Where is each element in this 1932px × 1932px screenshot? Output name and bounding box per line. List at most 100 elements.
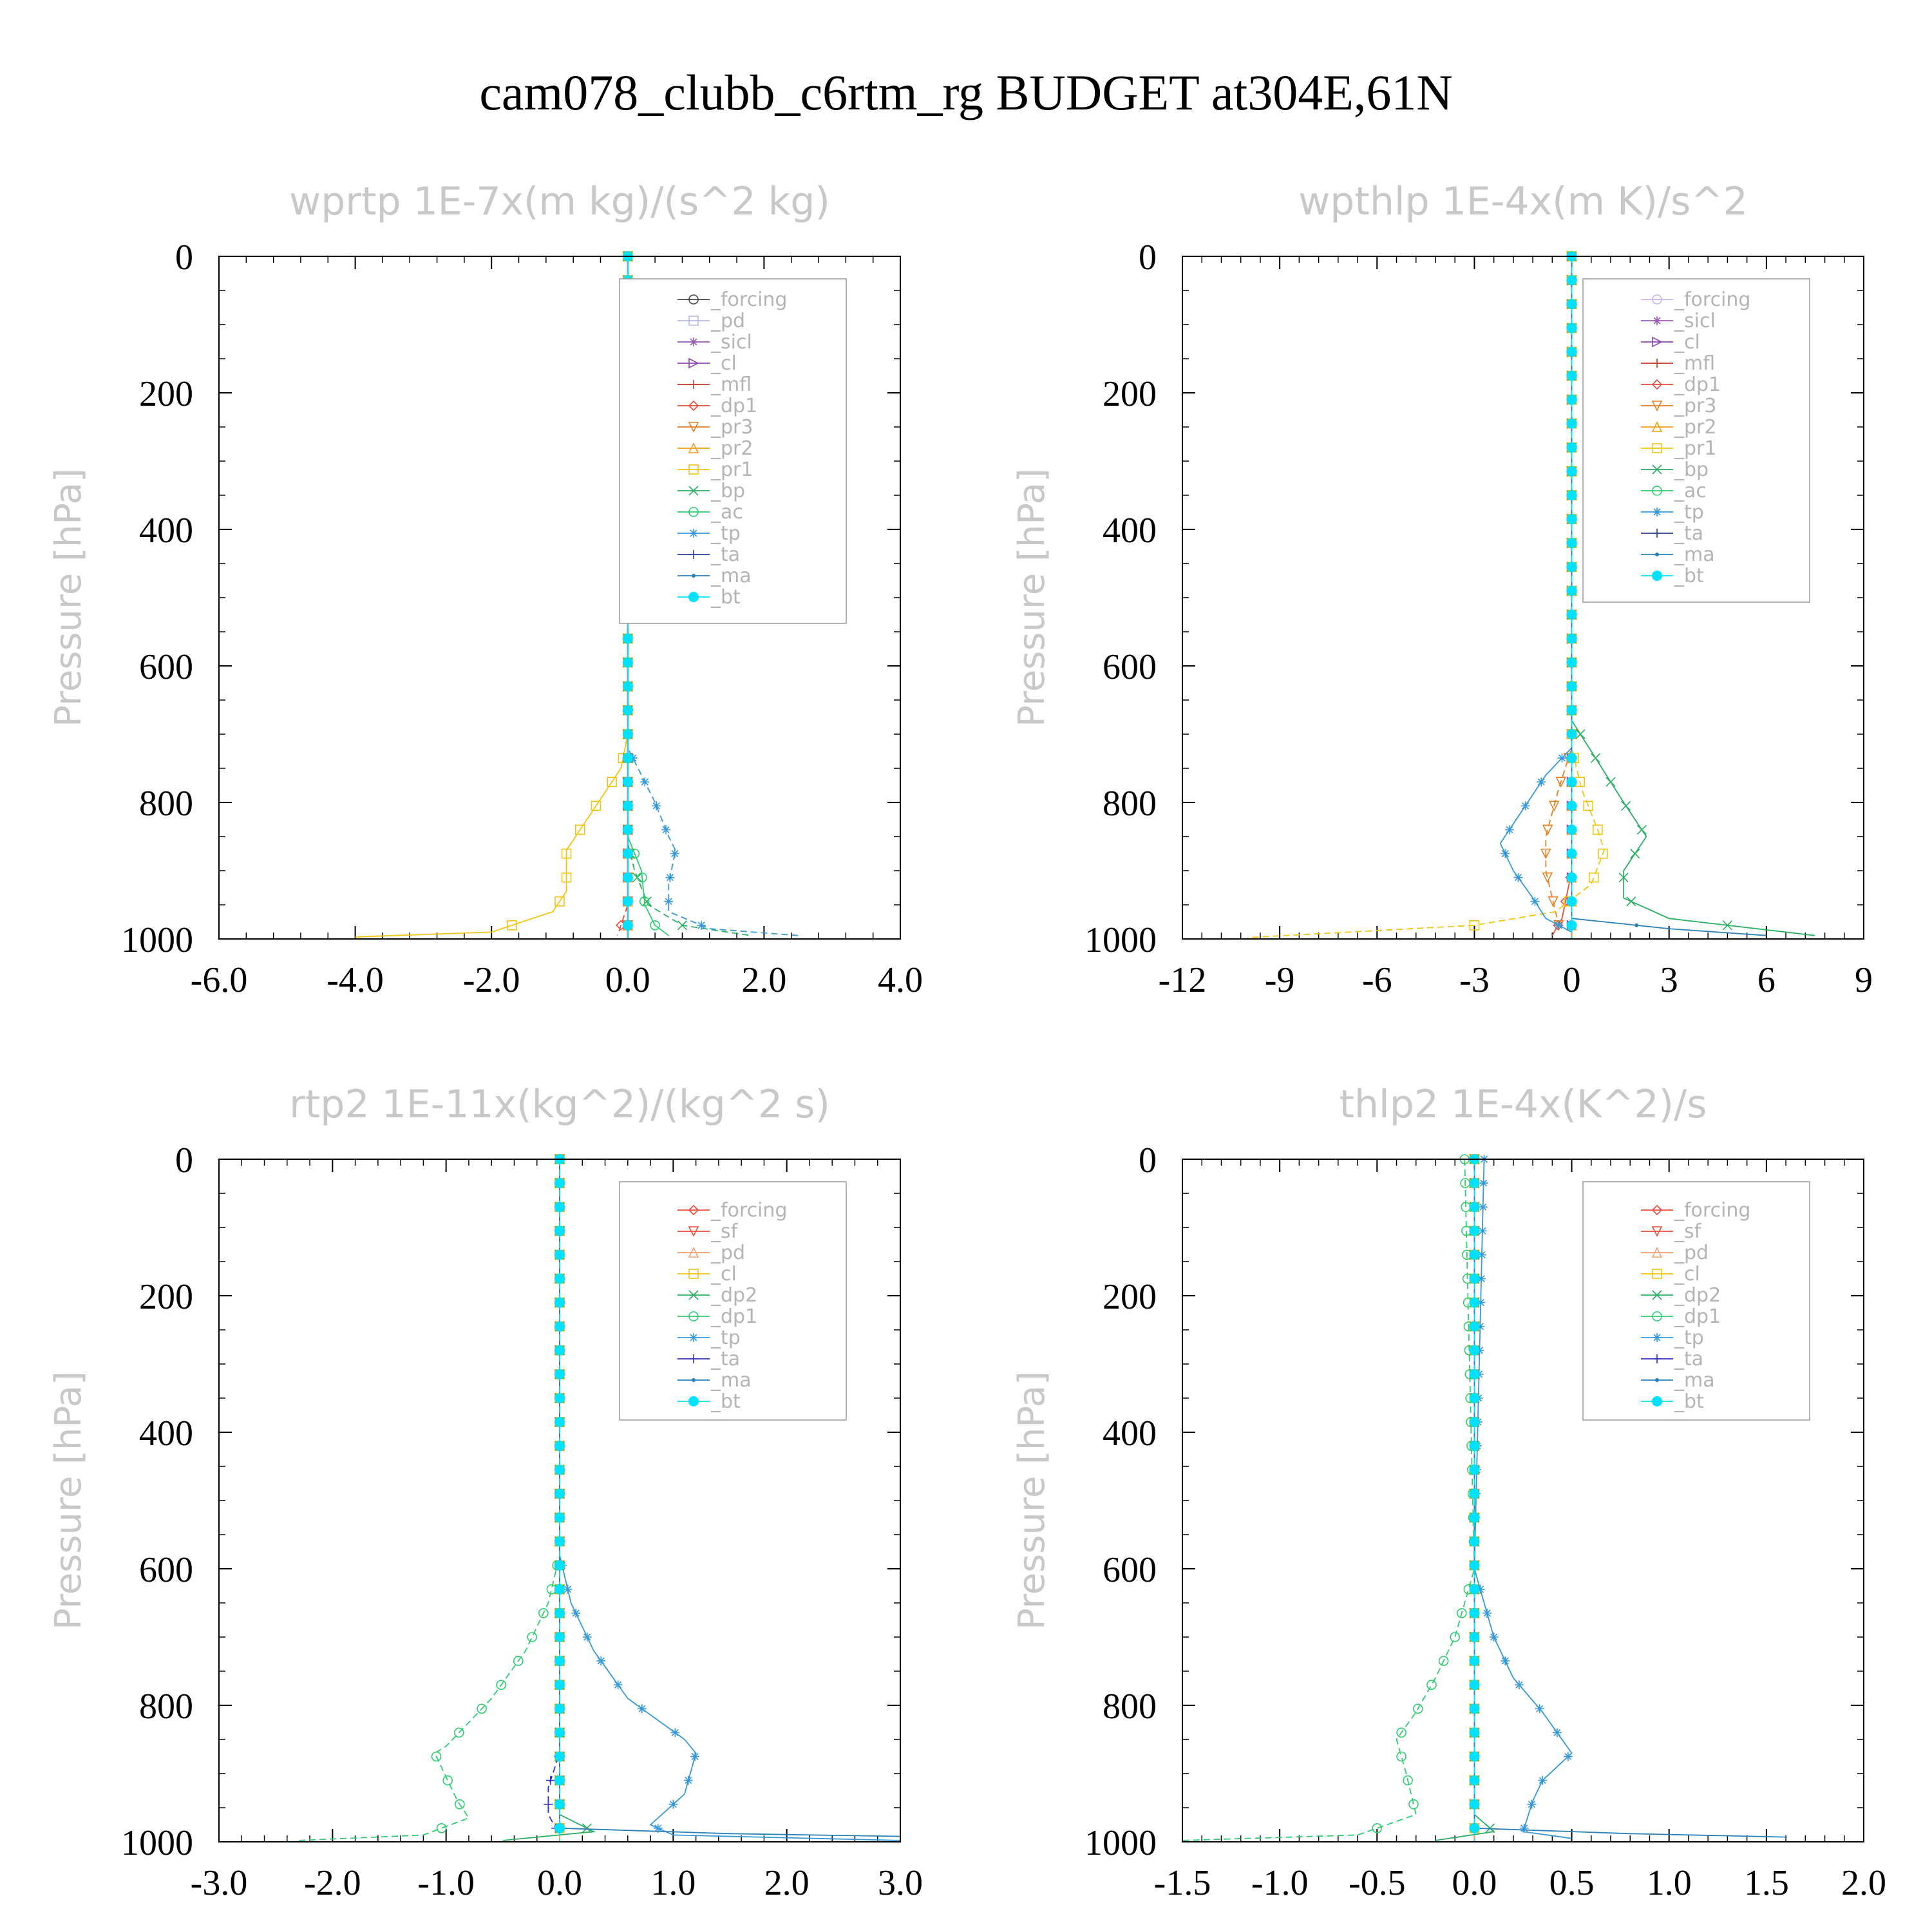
legend-label: _tp	[710, 522, 741, 545]
data-point	[1537, 777, 1546, 787]
data-point	[639, 896, 650, 907]
data-point	[477, 1703, 487, 1714]
data-point	[1566, 370, 1577, 381]
panel-title: thlp2 1E-4x(K^2)/s	[1339, 1082, 1707, 1127]
data-point	[554, 1584, 565, 1595]
data-point	[554, 1536, 565, 1547]
data-point	[1590, 753, 1601, 763]
data-point	[1566, 323, 1577, 334]
legend-marker	[1652, 294, 1662, 305]
legend-marker	[1652, 1396, 1662, 1406]
data-point	[554, 1823, 565, 1833]
legend-label: _dp1	[1674, 374, 1721, 396]
series-line	[1247, 256, 1605, 938]
legend-entry: _pd	[677, 1242, 745, 1264]
data-point	[1519, 1823, 1529, 1833]
data-point	[554, 1178, 565, 1189]
data-point	[622, 729, 633, 739]
data-point	[1469, 1799, 1480, 1810]
legend-marker	[689, 380, 698, 389]
data-point	[1469, 1441, 1480, 1452]
data-point	[1566, 633, 1577, 644]
data-point	[1575, 729, 1586, 739]
data-point	[455, 1799, 465, 1810]
x-tick-label: 0	[1563, 960, 1581, 1000]
data-point	[1477, 1250, 1487, 1260]
data-point	[1605, 777, 1616, 787]
data-point	[554, 1488, 565, 1499]
y-tick-label: 800	[139, 1687, 193, 1727]
x-tick-label: 0.0	[1452, 1863, 1497, 1903]
data-point	[1634, 923, 1639, 927]
data-point	[1555, 777, 1567, 788]
legend-entry: _dp1	[1641, 1305, 1721, 1328]
data-point	[1469, 1297, 1480, 1308]
legend-label: _cl	[1674, 1263, 1700, 1285]
legend-entry: _ma	[677, 1369, 752, 1392]
data-point	[1566, 848, 1577, 859]
data-point	[1548, 896, 1558, 907]
legend-label: _pr2	[1674, 416, 1716, 439]
legend-marker	[1651, 1226, 1663, 1237]
legend-entry: _cl	[677, 352, 737, 375]
legend-label: _cl	[710, 1263, 737, 1285]
y-tick-label: 0	[1139, 238, 1157, 278]
legend-label: _ac	[710, 501, 743, 524]
data-point	[665, 873, 675, 882]
legend-label: _bt	[1674, 565, 1704, 587]
legend-label: _cl	[710, 352, 737, 375]
legend-marker	[1653, 529, 1662, 538]
plot-frame	[218, 256, 901, 940]
data-point	[1566, 824, 1577, 835]
data-point	[1479, 1179, 1488, 1188]
data-point	[622, 800, 633, 811]
data-point	[1630, 848, 1640, 859]
legend-marker	[1651, 1247, 1663, 1258]
data-point	[554, 1393, 565, 1403]
panel-title: rtp2 1E-11x(kg^2)/(kg^2 s)	[289, 1082, 830, 1127]
y-tick-label: 800	[1103, 1687, 1157, 1727]
y-axis-label: Pressure [hPa]	[48, 468, 90, 727]
data-point	[1477, 1226, 1487, 1236]
x-tick-label: -4.0	[327, 960, 384, 1000]
legend-marker	[688, 1290, 699, 1300]
x-tick-label: 6	[1757, 960, 1776, 1000]
data-point	[1566, 872, 1577, 883]
y-tick-label: 200	[1103, 374, 1157, 414]
data-point	[653, 1823, 663, 1833]
data-point	[554, 1656, 565, 1667]
data-point	[554, 1202, 565, 1213]
legend-box	[619, 1181, 847, 1421]
data-point	[1469, 1536, 1480, 1547]
data-point	[1469, 1249, 1480, 1260]
data-point	[1566, 657, 1577, 668]
legend-marker	[1653, 1333, 1662, 1342]
data-point	[1482, 1608, 1492, 1618]
data-point	[690, 1752, 700, 1761]
legend-entry: _forcing	[1641, 289, 1750, 311]
data-point	[1426, 1680, 1437, 1690]
legend-label: _bp	[710, 480, 745, 502]
legend-label: _ma	[710, 1369, 752, 1392]
legend-entry: _cl	[1641, 331, 1700, 354]
data-point	[1626, 896, 1636, 907]
y-tick-label: 600	[139, 647, 193, 687]
legend-entry: _tp	[1641, 1327, 1704, 1349]
legend-marker	[1653, 1354, 1662, 1363]
series-bt	[554, 1154, 565, 1842]
legend-entry: _pr2	[677, 437, 753, 460]
data-point	[554, 1297, 565, 1308]
data-point	[1566, 705, 1577, 715]
data-point	[1408, 1799, 1419, 1810]
legend-marker	[688, 357, 699, 369]
data-point	[554, 896, 565, 907]
data-point	[1557, 753, 1567, 763]
data-point	[1475, 1321, 1485, 1331]
data-point	[1527, 1799, 1537, 1809]
data-point	[1396, 1727, 1406, 1738]
legend-marker	[1652, 1290, 1662, 1300]
data-point	[507, 920, 517, 931]
legend-entry: _bp	[1641, 459, 1709, 481]
data-point	[554, 1799, 565, 1810]
data-point	[637, 1704, 647, 1714]
